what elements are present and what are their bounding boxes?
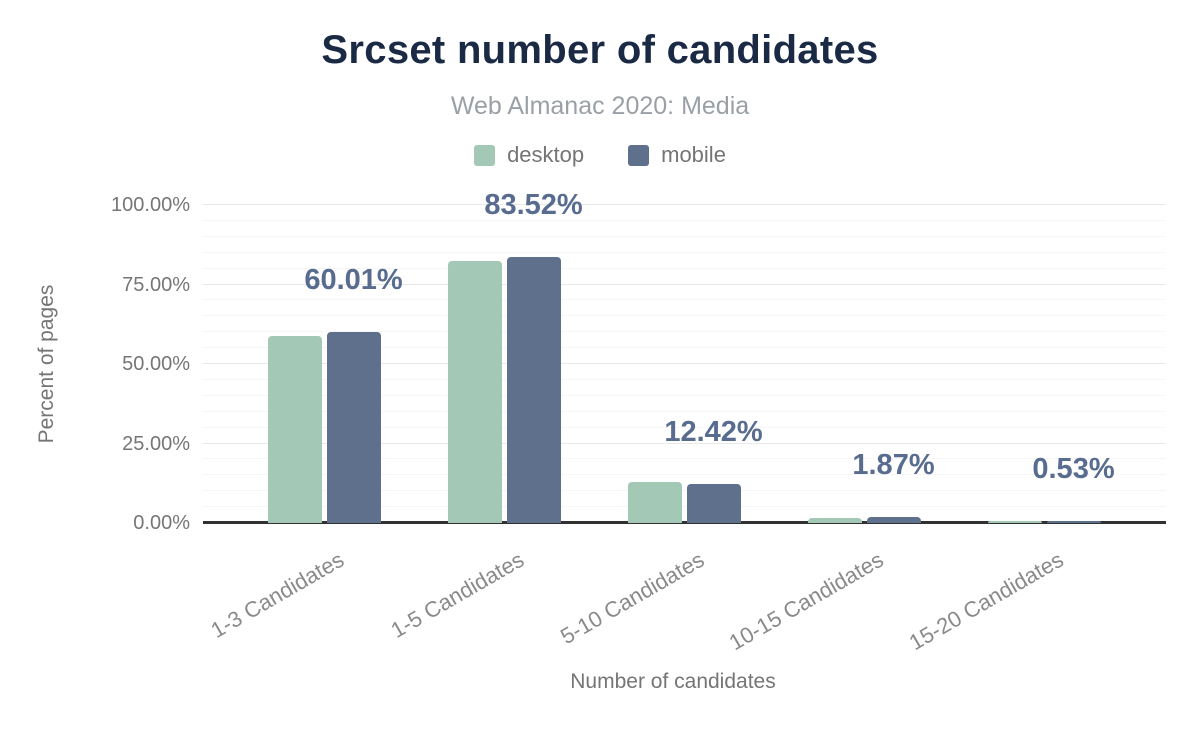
mobile-swatch-icon bbox=[628, 144, 650, 166]
x-tick-label: 1-5 Candidates bbox=[386, 546, 528, 644]
gridline bbox=[203, 426, 1166, 428]
gridline bbox=[203, 506, 1166, 508]
bar-desktop[interactable] bbox=[807, 517, 862, 523]
bar-desktop[interactable] bbox=[267, 335, 322, 523]
gridline bbox=[203, 331, 1166, 333]
bar-mobile[interactable] bbox=[866, 517, 921, 523]
x-tick-label: 1-3 Candidates bbox=[206, 546, 348, 644]
bar-mobile[interactable] bbox=[506, 257, 561, 523]
x-axis-line bbox=[203, 521, 1166, 524]
legend-item-mobile[interactable]: mobile bbox=[628, 142, 726, 168]
value-label: 1.87% bbox=[852, 449, 935, 482]
legend: desktop mobile bbox=[0, 142, 1200, 168]
gridline bbox=[203, 458, 1166, 460]
gridline bbox=[203, 442, 1166, 444]
x-tick-label: 15-20 Candidates bbox=[905, 546, 1068, 656]
gridline bbox=[203, 315, 1166, 317]
gridline bbox=[203, 363, 1166, 364]
gridline bbox=[203, 410, 1166, 412]
y-tick-label: 100.00% bbox=[111, 194, 190, 216]
gridline bbox=[203, 235, 1166, 237]
legend-item-desktop[interactable]: desktop bbox=[474, 142, 584, 168]
gridline bbox=[203, 267, 1166, 269]
value-label: 0.53% bbox=[1032, 453, 1115, 486]
gridline bbox=[203, 204, 1166, 205]
gridline bbox=[203, 474, 1166, 476]
legend-label-mobile: mobile bbox=[661, 142, 726, 167]
gridline bbox=[203, 347, 1166, 349]
bar-desktop[interactable] bbox=[447, 260, 502, 523]
x-tick-label: 10-15 Candidates bbox=[725, 546, 888, 656]
y-tick-label: 25.00% bbox=[122, 432, 190, 455]
y-tick-label: 0.00% bbox=[133, 512, 190, 534]
value-label: 12.42% bbox=[664, 415, 763, 448]
bar-mobile[interactable] bbox=[1046, 521, 1101, 523]
x-tick-label: 5-10 Candidates bbox=[555, 546, 708, 650]
legend-label-desktop: desktop bbox=[507, 142, 585, 167]
gridline bbox=[203, 219, 1166, 221]
gridline bbox=[203, 299, 1166, 301]
chart-title: Srcset number of candidates bbox=[321, 28, 879, 72]
gridline bbox=[203, 251, 1166, 253]
y-tick-label: 50.00% bbox=[122, 353, 190, 375]
chart-subtitle: Web Almanac 2020: Media bbox=[450, 92, 750, 120]
bar-mobile[interactable] bbox=[326, 332, 381, 523]
gridline bbox=[203, 490, 1166, 492]
gridline bbox=[203, 378, 1166, 380]
value-label: 60.01% bbox=[304, 264, 403, 297]
plot-area: 0.00% 25.00% 50.00% 75.00% 100.00% 60.01% 1-3 … bbox=[111, 189, 1166, 655]
bar-desktop[interactable] bbox=[627, 481, 682, 523]
x-axis-title: Number of candidates bbox=[570, 670, 776, 693]
y-tick-label: 75.00% bbox=[122, 273, 190, 296]
desktop-swatch-icon bbox=[474, 144, 496, 166]
y-axis-title: Percent of pages bbox=[35, 284, 58, 444]
bar-mobile[interactable] bbox=[686, 483, 741, 523]
gridline bbox=[203, 394, 1166, 396]
bar-desktop[interactable] bbox=[987, 521, 1042, 523]
gridline bbox=[203, 283, 1166, 285]
value-label: 83.52% bbox=[484, 189, 583, 222]
